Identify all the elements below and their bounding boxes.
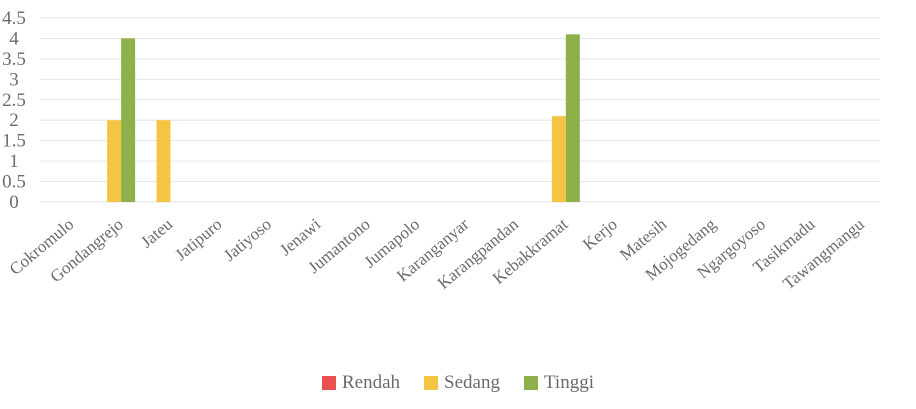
x-tick-label: Kerjo bbox=[579, 215, 621, 254]
legend-item-rendah: Rendah bbox=[322, 372, 400, 394]
legend-label-rendah: Rendah bbox=[342, 372, 401, 393]
y-tick-label: 0.5 bbox=[2, 172, 26, 193]
y-tick-label: 1 bbox=[9, 151, 19, 172]
legend-swatch-rendah bbox=[322, 376, 336, 390]
y-tick-label: 1.5 bbox=[2, 131, 26, 152]
y-tick-label: 3.5 bbox=[2, 49, 26, 70]
y-tick-label: 2 bbox=[9, 110, 19, 131]
y-tick-label: 0 bbox=[9, 192, 19, 213]
y-tick-label: 4.5 bbox=[2, 8, 26, 29]
y-tick-label: 3 bbox=[9, 69, 19, 90]
legend-item-sedang: Sedang bbox=[424, 372, 500, 394]
bar-sedang bbox=[107, 120, 122, 202]
x-tick-label: Jatipuro bbox=[171, 215, 225, 265]
bar-sedang bbox=[156, 120, 171, 202]
legend-label-tinggi: Tinggi bbox=[543, 372, 594, 393]
y-tick-label: 4 bbox=[9, 28, 19, 49]
bar-tinggi bbox=[121, 38, 136, 202]
y-tick-label: 2.5 bbox=[2, 90, 26, 111]
legend: Rendah Sedang Tinggi bbox=[0, 372, 916, 394]
legend-swatch-tinggi bbox=[523, 376, 538, 390]
bar-tinggi bbox=[565, 34, 580, 202]
legend-item-tinggi: Tinggi bbox=[523, 372, 594, 394]
legend-label-sedang: Sedang bbox=[444, 372, 500, 393]
x-tick-label: Jatiyoso bbox=[220, 215, 275, 265]
legend-swatch-sedang bbox=[424, 376, 439, 390]
bar-sedang bbox=[551, 116, 566, 202]
x-tick-label: Jateu bbox=[137, 214, 176, 251]
bar-chart: 00.511.522.533.544.5CokromuloGondangrejo… bbox=[2, 8, 880, 293]
